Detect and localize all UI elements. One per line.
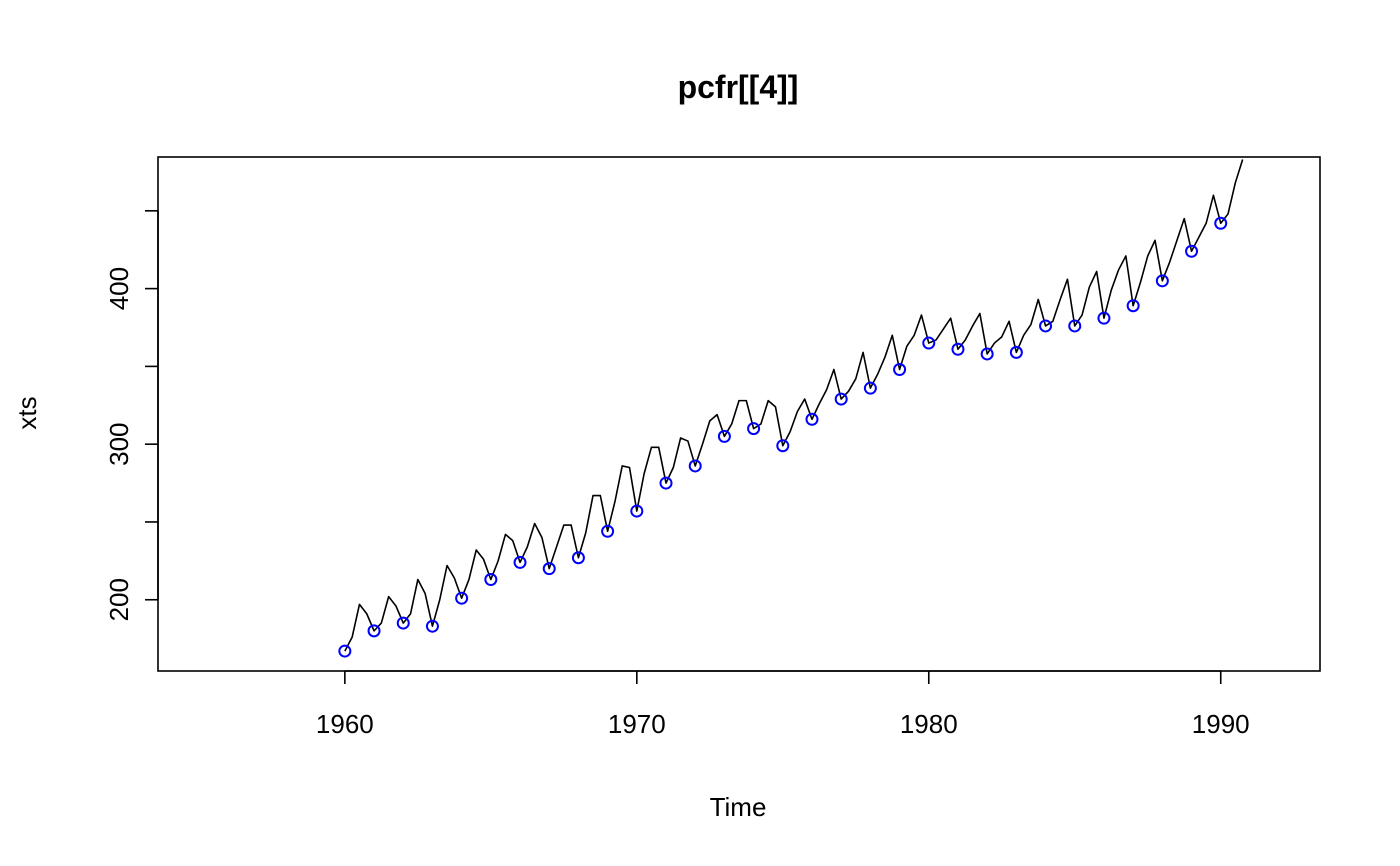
data-point — [1155, 274, 1169, 288]
y-tick-label: 200 — [104, 578, 134, 621]
data-point — [951, 342, 965, 356]
data-point — [747, 422, 761, 436]
data-point — [367, 624, 381, 638]
data-point — [601, 524, 615, 538]
plot-frame — [157, 156, 1321, 672]
data-point — [980, 347, 994, 361]
data-point — [893, 363, 907, 377]
x-tick-label: 1980 — [900, 709, 958, 739]
data-point — [922, 336, 936, 350]
data-point — [1126, 299, 1140, 313]
x-tick-label: 1990 — [1192, 709, 1250, 739]
data-point — [396, 616, 410, 630]
data-point — [834, 392, 848, 406]
y-tick-label: 400 — [104, 267, 134, 310]
chart-title: pcfr[[4]] — [678, 69, 799, 105]
data-point — [513, 555, 527, 569]
data-point — [688, 459, 702, 473]
data-point — [425, 619, 439, 633]
x-tick-label: 1970 — [608, 709, 666, 739]
x-axis-label: Time — [710, 792, 767, 822]
data-point — [1214, 216, 1228, 230]
data-point — [1068, 319, 1082, 333]
data-point — [484, 573, 498, 587]
data-point — [776, 439, 790, 453]
data-point — [863, 381, 877, 395]
data-point — [1009, 345, 1023, 359]
y-axis-label: xts — [12, 396, 42, 429]
series-line — [344, 159, 1244, 652]
data-point — [1039, 319, 1053, 333]
x-axis: 1960 1970 1980 1990 — [316, 670, 1250, 739]
data-point — [1185, 244, 1199, 258]
data-point — [455, 591, 469, 605]
data-point — [659, 476, 673, 490]
y-tick-label: 300 — [104, 422, 134, 465]
data-point — [571, 551, 585, 565]
y-axis: 200 300 400 — [104, 210, 159, 621]
data-point — [1097, 311, 1111, 325]
data-point — [717, 429, 731, 443]
data-point — [542, 562, 556, 576]
x-tick-label: 1960 — [316, 709, 374, 739]
data-point — [630, 504, 644, 518]
data-point — [338, 644, 352, 658]
plot-area — [338, 159, 1244, 658]
data-point — [805, 412, 819, 426]
